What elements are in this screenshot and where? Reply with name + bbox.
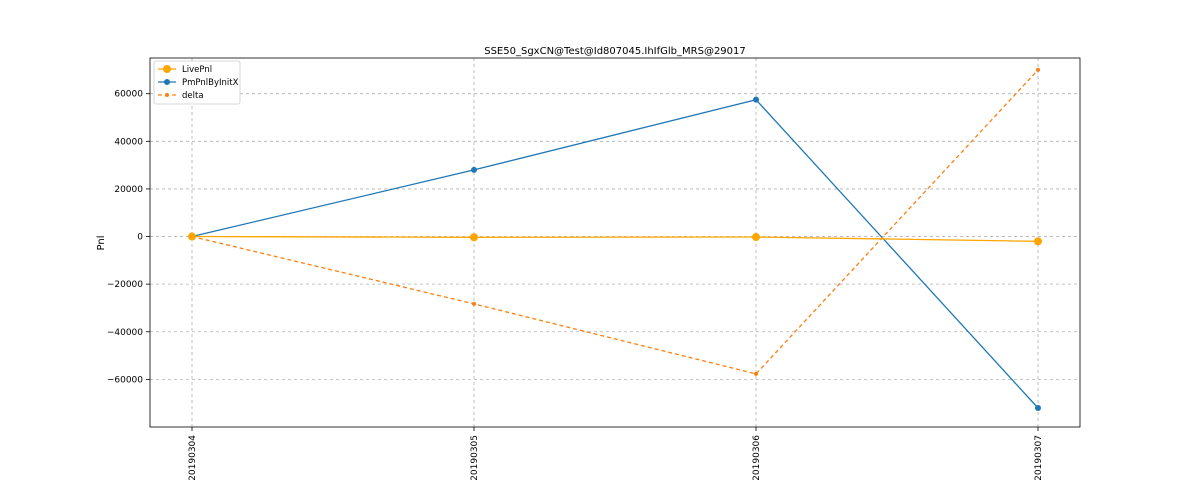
data-point-livepnl [470, 233, 478, 242]
x-tick-label: 20190307 [1034, 435, 1044, 480]
data-point-pmpnlbyinitx [753, 96, 759, 103]
data-point-pmpnlbyinitx [1035, 404, 1041, 411]
legend: LivePnl PmPnlByInitX delta [153, 60, 241, 105]
data-point-livepnl [1034, 237, 1042, 246]
series-line-livepnl [191, 235, 1039, 242]
chart-title: SSE50_SgxCN@Test@Id807045.IhIfGlb_MRS@29… [484, 46, 746, 57]
legend-marker-pmpnlbyinitx [164, 79, 170, 85]
y-tick-label: −20000 [107, 280, 143, 290]
y-tick-label: 20000 [114, 185, 143, 195]
y-tick-label: 40000 [114, 137, 143, 147]
x-tick-label: 20190306 [752, 435, 762, 480]
legend-marker-delta [165, 93, 169, 97]
data-point-delta [1036, 67, 1040, 72]
legend-marker-livepnl [163, 65, 171, 73]
grid-layer [150, 58, 1080, 427]
y-tick-label: −60000 [107, 375, 143, 385]
legend-label-delta: delta [182, 91, 204, 101]
x-tick-label: 20190305 [470, 435, 480, 480]
series-line-pmpnlbyinitx [191, 98, 1039, 409]
y-tick-label: 60000 [114, 90, 143, 100]
data-point-pmpnlbyinitx [471, 166, 477, 173]
y-tick-label: −40000 [107, 328, 143, 338]
data-point-delta [472, 301, 476, 306]
y-tick-label: 0 [137, 233, 143, 243]
data-point-delta [754, 371, 758, 376]
legend-frame [153, 60, 241, 105]
data-point-livepnl [188, 232, 196, 241]
plot-area-frame [149, 57, 1081, 428]
series-line-delta [191, 69, 1039, 375]
legend-label-pmpnlbyinitx: PmPnlByInitX [182, 78, 239, 88]
legend-label-livepnl: LivePnl [182, 65, 212, 75]
series-layer [188, 67, 1042, 411]
data-point-livepnl [752, 233, 760, 242]
axis-layer: 20190304 20190305 20190306 20190307 −60000 −4… [107, 90, 1044, 480]
y-axis-label: Pnl [96, 236, 107, 251]
x-tick-label: 20190304 [188, 435, 198, 480]
